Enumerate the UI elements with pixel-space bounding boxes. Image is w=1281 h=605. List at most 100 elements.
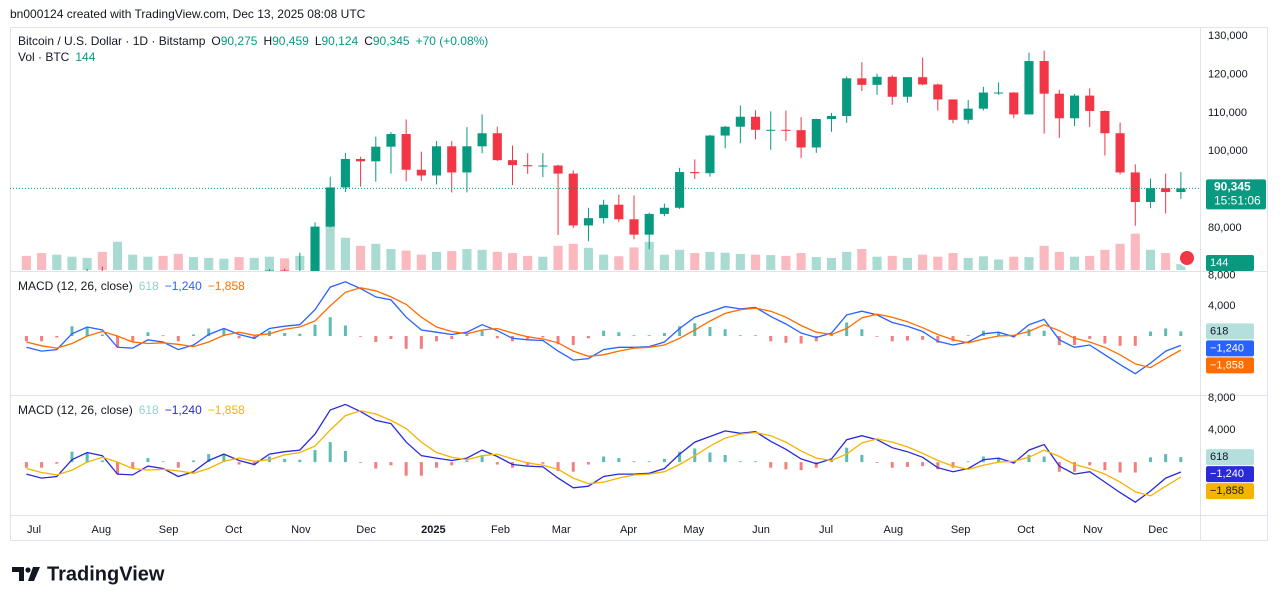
volume-bar [826, 257, 837, 270]
candle-body [857, 78, 867, 85]
volume-bar [978, 256, 988, 270]
histogram-bar [997, 332, 1001, 337]
histogram-bar [799, 462, 803, 471]
histogram-bar [602, 456, 606, 463]
macd-line [26, 287, 1182, 369]
candle-body [766, 129, 776, 131]
volume-bar [690, 253, 700, 270]
histogram-bar [40, 462, 44, 468]
volume-badge-bg [1206, 255, 1254, 271]
histogram-bar [905, 336, 909, 341]
volume-bar [705, 251, 715, 270]
volume-bar [583, 247, 593, 270]
candle-body [720, 126, 730, 136]
histogram-bar [905, 462, 909, 467]
histogram-bar [495, 336, 499, 339]
candle-body [401, 134, 411, 170]
histogram-bar [70, 451, 74, 463]
volume-bar [325, 209, 335, 270]
macd-badge-bg [1206, 466, 1254, 483]
histogram-bar [435, 336, 439, 342]
price-legend: Bitcoin / U.S. Dollar · 1D · Bitstamp O90… [18, 34, 488, 48]
histogram-bar [116, 336, 120, 348]
candle-body [750, 116, 761, 130]
histogram-bar [814, 462, 818, 468]
volume-bar [842, 251, 852, 270]
histogram-bar [860, 454, 864, 463]
histogram-bar [951, 336, 955, 342]
candle-body [1085, 95, 1095, 111]
volume-bar [371, 243, 381, 270]
macd-legend-value: 618 [139, 403, 159, 417]
macd-legend-value: 618 [139, 279, 159, 293]
candle-body [568, 173, 578, 226]
volume-bar [82, 257, 92, 270]
x-tick-label: Aug [92, 524, 112, 536]
volume-bar [143, 256, 153, 270]
histogram-bar [100, 460, 104, 463]
x-tick-label: Jun [752, 524, 770, 536]
candle-body [1161, 188, 1171, 193]
histogram-bar [374, 336, 378, 343]
ohlc-value: 90,459 [272, 34, 309, 48]
candle-body [599, 204, 609, 219]
histogram-bar [222, 329, 226, 337]
ohlc-value: 90,124 [322, 34, 359, 48]
x-tick-label: Apr [620, 524, 637, 536]
volume-bar [249, 257, 259, 270]
x-tick-label: Dec [1148, 524, 1168, 536]
candle-body [811, 119, 821, 148]
candle-body [1100, 110, 1110, 134]
volume-bar [1100, 249, 1110, 270]
volume-bar [340, 237, 350, 270]
histogram-bar [966, 461, 970, 463]
candle-body [1024, 61, 1034, 115]
price-series [21, 50, 1186, 321]
volume-bar [644, 241, 654, 270]
volume-bar [523, 255, 533, 270]
x-tick-label: Nov [291, 524, 311, 536]
candle-body [37, 295, 46, 321]
candle-body [416, 169, 426, 176]
y-tick-label: 4,000 [1208, 300, 1236, 312]
histogram-bar [1133, 336, 1137, 346]
histogram-bar [237, 462, 241, 465]
histogram-bar [936, 462, 940, 470]
histogram-bar [1133, 462, 1137, 473]
macd-badge: −1,858 [1206, 483, 1254, 500]
volume-bar [492, 251, 502, 270]
macd-badge: 618 [1206, 449, 1254, 466]
candle-body [690, 172, 700, 174]
volume-legend: Vol · BTC 144 [18, 50, 96, 64]
histogram-bar [24, 336, 28, 342]
macd-badge-text: −1,858 [1210, 359, 1244, 371]
brand-logo: TradingView [12, 563, 165, 585]
histogram-bar [480, 456, 484, 463]
candle-body [447, 146, 457, 173]
histogram-bar [784, 462, 788, 470]
histogram-bar [1179, 331, 1183, 337]
volume-title: Vol · BTC [18, 50, 70, 64]
volume-bar [750, 254, 761, 270]
histogram-bar [328, 317, 332, 337]
histogram-bar [1118, 336, 1122, 346]
histogram-bar [951, 462, 955, 468]
candle-body [1039, 61, 1049, 94]
volume-bar [872, 256, 882, 270]
histogram-bar [131, 336, 135, 343]
histogram-bar [359, 336, 363, 337]
histogram-bar [784, 336, 788, 343]
candle-body [1115, 133, 1125, 173]
histogram-bar [1088, 462, 1092, 466]
histogram-bar [283, 458, 287, 463]
volume-bar [902, 257, 912, 270]
macd-badge-bg [1206, 449, 1254, 466]
candle-body [705, 135, 715, 174]
histogram-bar [191, 334, 195, 337]
histogram-bar [997, 458, 1001, 463]
ohlc-key: L [315, 34, 322, 48]
macd-legend-value: −1,240 [165, 403, 202, 417]
histogram-bar [738, 335, 742, 337]
volume-bar [401, 250, 411, 270]
histogram-bar [1118, 462, 1122, 473]
